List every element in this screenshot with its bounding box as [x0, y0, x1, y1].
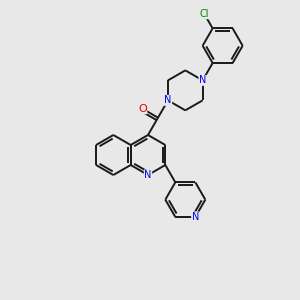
- Text: O: O: [138, 104, 147, 114]
- Text: N: N: [164, 95, 172, 105]
- Text: N: N: [192, 212, 199, 222]
- Text: N: N: [199, 75, 206, 85]
- Text: N: N: [144, 170, 152, 180]
- Text: Cl: Cl: [200, 9, 209, 19]
